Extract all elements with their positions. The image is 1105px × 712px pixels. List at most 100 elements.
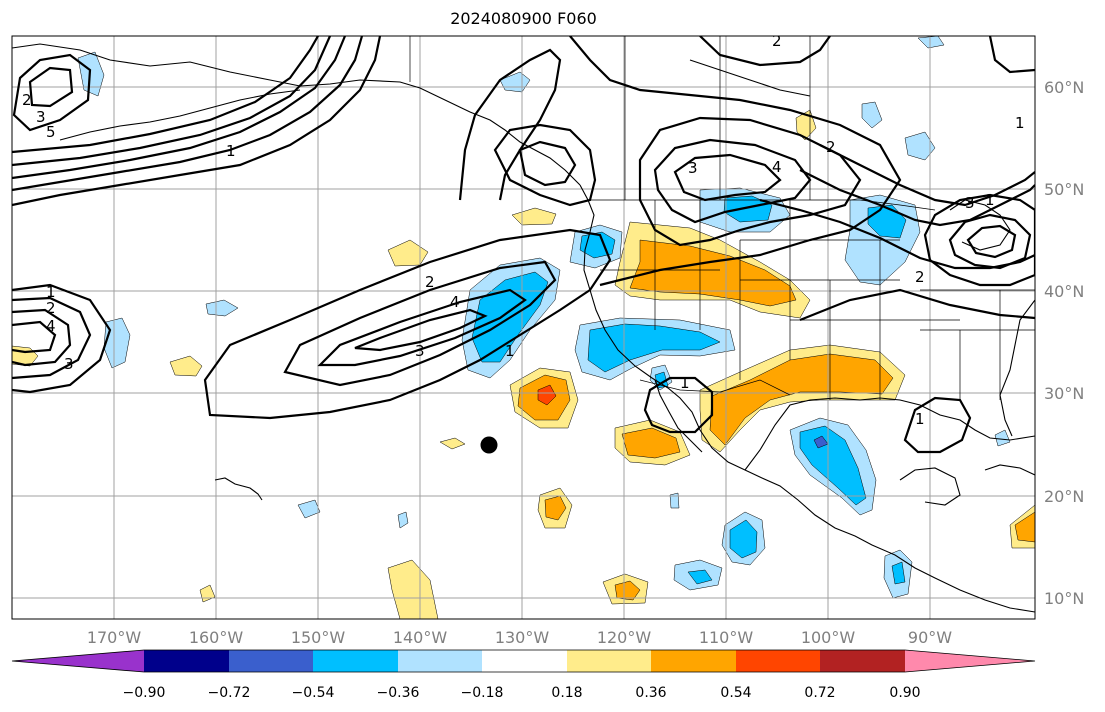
positive-anomaly-region-pacific3 [387,559,439,619]
colorbar-outline [11,649,1036,673]
colorbar-tick-label: −0.90 [123,685,166,701]
contour-label: 1 [680,374,690,392]
colorbar-bin [567,650,651,672]
coastline-cuba [984,464,1035,476]
lat-label: 20°N [1044,487,1084,506]
positive-anomaly-region-small3 [511,207,557,226]
coastline-yucatan [899,467,961,506]
contour-alaska-inner [12,53,92,132]
lat-label: 30°N [1044,384,1084,403]
contour-label: 1 [226,142,236,160]
contour-4-alaska [12,36,332,167]
positive-anomaly-region-small8 [795,109,817,141]
lon-label: 100°W [801,628,856,647]
colorbar: −0.90 −0.72 −0.54 −0.36 −0.18 0.18 0.36 … [11,649,1036,701]
colorbar-bin [313,650,398,672]
coastline-lake [949,199,1011,251]
colorbar-low-extension [12,650,144,672]
map-frame [11,35,1036,620]
lat-label: 60°N [1044,78,1084,97]
contour-label: 1 [505,342,515,360]
lon-label: 160°W [189,628,244,647]
negative-anomaly-region-alaska [77,51,105,97]
contour-4-pacific-band [354,308,488,352]
contour-gulf-1 [903,396,972,454]
contour-east-2 [799,169,1035,227]
lat-label: 50°N [1044,180,1084,199]
contour-label: 3 [36,108,46,126]
coastline-east-us [999,299,1035,437]
lat-label: 40°N [1044,282,1084,301]
contour-alaska-inner2 [28,66,74,108]
border-states-2 [740,239,960,400]
strong-negative-pacific-s [729,519,758,559]
contour-5-alaska [12,36,319,154]
coastline-hudson [689,59,811,97]
colorbar-bin [144,650,229,672]
contours [12,36,1035,454]
contour-canada-ridge [458,48,562,201]
contour-3-pacific-band [317,288,527,367]
colorbar-tick-label: −0.54 [292,685,335,701]
contour-2-pacific-band [283,260,557,387]
contour-west-pacific-4 [12,320,57,354]
lon-label: 170°W [87,628,142,647]
contour-label: 4 [772,158,782,176]
lon-label: 110°W [699,628,754,647]
contour-label: 5 [46,123,56,141]
colorbar-tick-label: −0.36 [377,685,420,701]
contour-labels: 2 4 3 1 1 2 4 3 2 3 5 1 3 4 2 2 3 1 2 1 … [22,32,1025,428]
coastline-gulf-mexico [744,397,1035,471]
contour-top-2 [988,36,1035,74]
latitude-labels: 60°N 50°N 40°N 30°N 20°N 10°N [1044,78,1084,608]
colorbar-tick-label: 0.36 [635,685,666,701]
graticule [12,36,1035,619]
contour-north-3 [653,138,812,224]
lon-label: 90°W [908,628,952,647]
contour-label: 1 [915,410,925,428]
contour-label: 2 [772,32,782,50]
contour-west-pacific-1 [12,283,112,394]
positive-anomaly-region-small2 [169,355,203,377]
negative-anomaly-region-nw [861,101,883,129]
contour-1-pacific-band [203,228,612,420]
colorbar-tick-label: −0.72 [208,685,251,701]
contour-canada-low-inner [518,140,577,187]
contour-label: 3 [965,194,975,212]
contour-east-3 [819,144,1035,207]
lon-label: 140°W [393,628,448,647]
colorbar-bin [651,650,736,672]
colorbar-bin [398,650,482,672]
lat-label: 10°N [1044,589,1084,608]
longitude-labels: 170°W 160°W 150°W 140°W 130°W 120°W 110°… [87,628,952,647]
coastline-aleutians [59,89,301,141]
colorbar-tick-label: 0.54 [720,685,751,701]
negative-anomaly-region-small2 [297,499,321,519]
contour-label: 2 [826,138,836,156]
contour-east-low-3 [966,224,1017,259]
strong-negative-pacific-s2 [687,569,713,585]
border-us-mexico [639,379,791,396]
colorbar-bin [736,650,820,672]
contour-label: 3 [688,159,698,177]
map-content: 2 4 3 1 1 2 4 3 2 3 5 1 3 4 2 2 3 1 2 1 … [12,32,1035,619]
colorbar-bin [820,650,905,672]
contour-label: 1 [985,191,995,209]
contour-label: 2 [915,268,925,286]
lon-label: 130°W [495,628,550,647]
colorbar-bin [229,650,313,672]
strong-positive-baja [621,427,681,459]
strong-negative-pacific-s3 [891,561,906,585]
strong-negative-gulf [799,425,867,506]
coastline-west-us [579,184,1035,613]
contour-label: 1 [1015,114,1025,132]
positive-anomaly-region-small5 [439,437,466,450]
contour-label: 2 [22,91,32,109]
contour-west-pacific-2 [12,296,92,380]
contour-west-pacific-3 [12,308,72,367]
contour-canada-low-outer [493,123,597,207]
marker-dot [480,436,498,454]
border-states-3 [920,289,1035,400]
colorbar-tick-label: 0.18 [551,685,582,701]
